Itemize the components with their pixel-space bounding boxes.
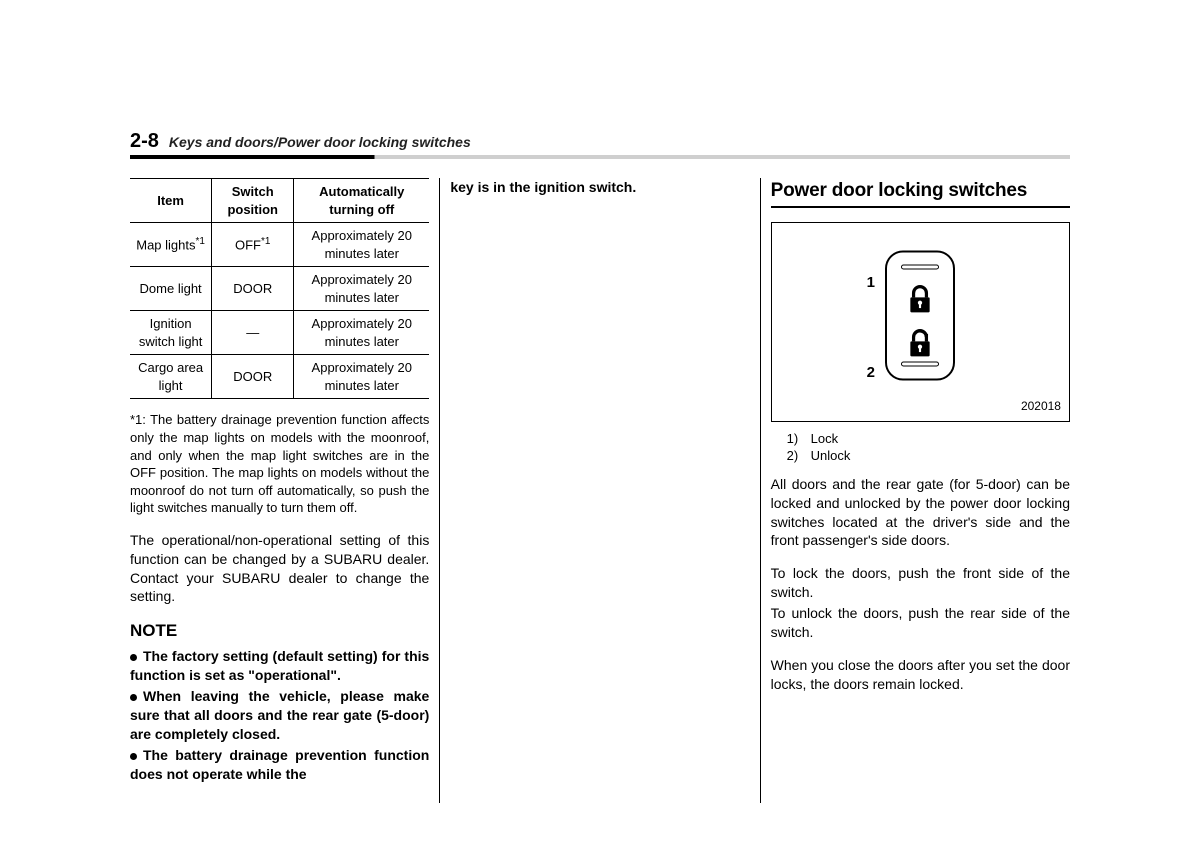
cell-off: Approximately 20 minutes later [294,267,430,311]
cell-item: Ignition switch light [130,311,212,355]
cell-off: Approximately 20 minutes later [294,223,430,267]
figure-label-1: 1 [867,273,875,293]
th-position: Switch position [212,179,294,223]
note-heading: NOTE [130,620,429,643]
th-item: Item [130,179,212,223]
cell-position: DOOR [212,355,294,399]
switch-figure: 1 2 202018 [771,222,1070,422]
figure-number: 202018 [1021,398,1061,414]
header-rule [130,155,1070,159]
cell-off: Approximately 20 minutes later [294,311,430,355]
cell-item: Cargo area light [130,355,212,399]
note-item: When leaving the vehicle, please make su… [130,687,429,744]
column-1: Item Switch position Automatically turni… [130,178,439,803]
breadcrumb: Keys and doors/Power door locking switch… [169,134,471,150]
column-2: key is in the ignition switch. [439,178,759,803]
table-footnote: *1: The battery drainage prevention func… [130,411,429,516]
legend-text: Lock [811,430,838,448]
th-off: Automatically turning off [294,179,430,223]
note-list: The factory setting (default setting) fo… [130,647,429,783]
switch-ridge-top [901,264,939,269]
figure-legend: 1)Lock2)Unlock [787,430,1070,465]
bullet-icon [130,654,137,661]
legend-text: Unlock [811,447,851,465]
page-header: 2-8 Keys and doors/Power door locking sw… [130,130,1070,153]
cell-position: OFF*1 [212,223,294,267]
legend-number: 1) [787,430,811,448]
cell-position: — [212,311,294,355]
cell-position: DOOR [212,267,294,311]
legend-item: 2)Unlock [787,447,1070,465]
table-header-row: Item Switch position Automatically turni… [130,179,429,223]
legend-number: 2) [787,447,811,465]
table-row: Dome lightDOORApproximately 20 minutes l… [130,267,429,311]
switch-ridge-bottom [901,361,939,366]
page-number: 2-8 [130,130,159,153]
bullet-icon [130,753,137,760]
section-title: Power door locking switches [771,178,1070,208]
body-paragraph: When you close the doors after you set t… [771,656,1070,694]
table-row: Cargo area lightDOORApproximately 20 min… [130,355,429,399]
body-paragraph: To lock the doors, push the front side o… [771,564,1070,602]
lock-icon [907,284,933,319]
switch-body [885,250,955,380]
body-paragraph: All doors and the rear gate (for 5-door)… [771,475,1070,551]
note-item: The battery drainage prevention function… [130,746,429,784]
body-paragraph: To unlock the doors, push the rear side … [771,604,1070,642]
continuation-text: key is in the ignition switch. [450,178,749,197]
lights-table: Item Switch position Automatically turni… [130,178,429,399]
dealer-paragraph: The operational/non-operational setting … [130,531,429,607]
cell-item: Map lights*1 [130,223,212,267]
figure-label-2: 2 [867,363,875,383]
cell-off: Approximately 20 minutes later [294,355,430,399]
note-item: The factory setting (default setting) fo… [130,647,429,685]
cell-item: Dome light [130,267,212,311]
table-row: Ignition switch light—Approximately 20 m… [130,311,429,355]
content-columns: Item Switch position Automatically turni… [130,178,1070,803]
bullet-icon [130,694,137,701]
unlock-icon [907,328,933,363]
legend-item: 1)Lock [787,430,1070,448]
column-3: Power door locking switches [760,178,1070,803]
table-row: Map lights*1OFF*1Approximately 20 minute… [130,223,429,267]
